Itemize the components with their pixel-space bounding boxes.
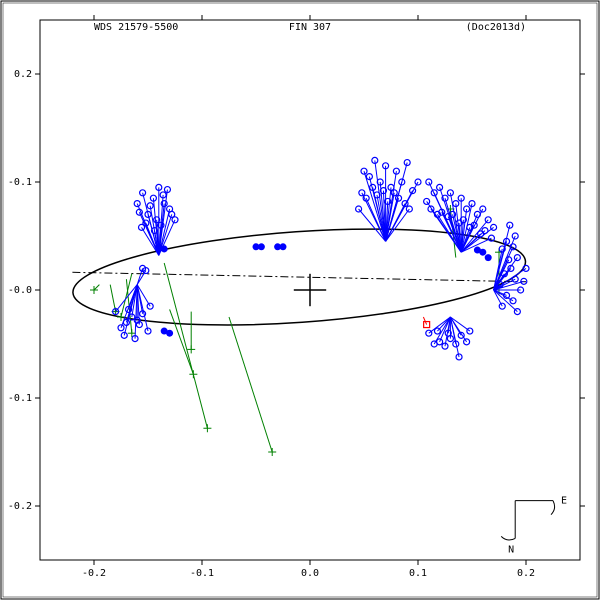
svg-text:0.2: 0.2 [517, 568, 535, 579]
svg-text:-0.2: -0.2 [82, 568, 106, 579]
svg-text:0.2: 0.2 [14, 69, 32, 80]
header-right: (Doc2013d) [466, 22, 526, 33]
svg-text:0.0: 0.0 [301, 568, 319, 579]
svg-text:N: N [508, 544, 514, 555]
chart-svg: -0.2 -0.1 0.0 0.1 0.2 -0.2 -0.1 -0.0 -0.1 0.2 WDS … [0, 0, 600, 600]
header-left: WDS 21579-5500 [94, 22, 178, 33]
svg-text:-0.0: -0.0 [8, 285, 32, 296]
svg-text:-0.2: -0.2 [8, 501, 32, 512]
svg-text:-0.1: -0.1 [8, 177, 32, 188]
svg-text:-0.1: -0.1 [190, 568, 214, 579]
svg-text:0.1: 0.1 [409, 568, 427, 579]
header-center: FIN 307 [289, 22, 331, 33]
svg-text:-0.1: -0.1 [8, 393, 32, 404]
orbit-plot: -0.2 -0.1 0.0 0.1 0.2 -0.2 -0.1 -0.0 -0.1 0.2 WDS … [0, 0, 600, 600]
svg-text:E: E [561, 496, 567, 507]
